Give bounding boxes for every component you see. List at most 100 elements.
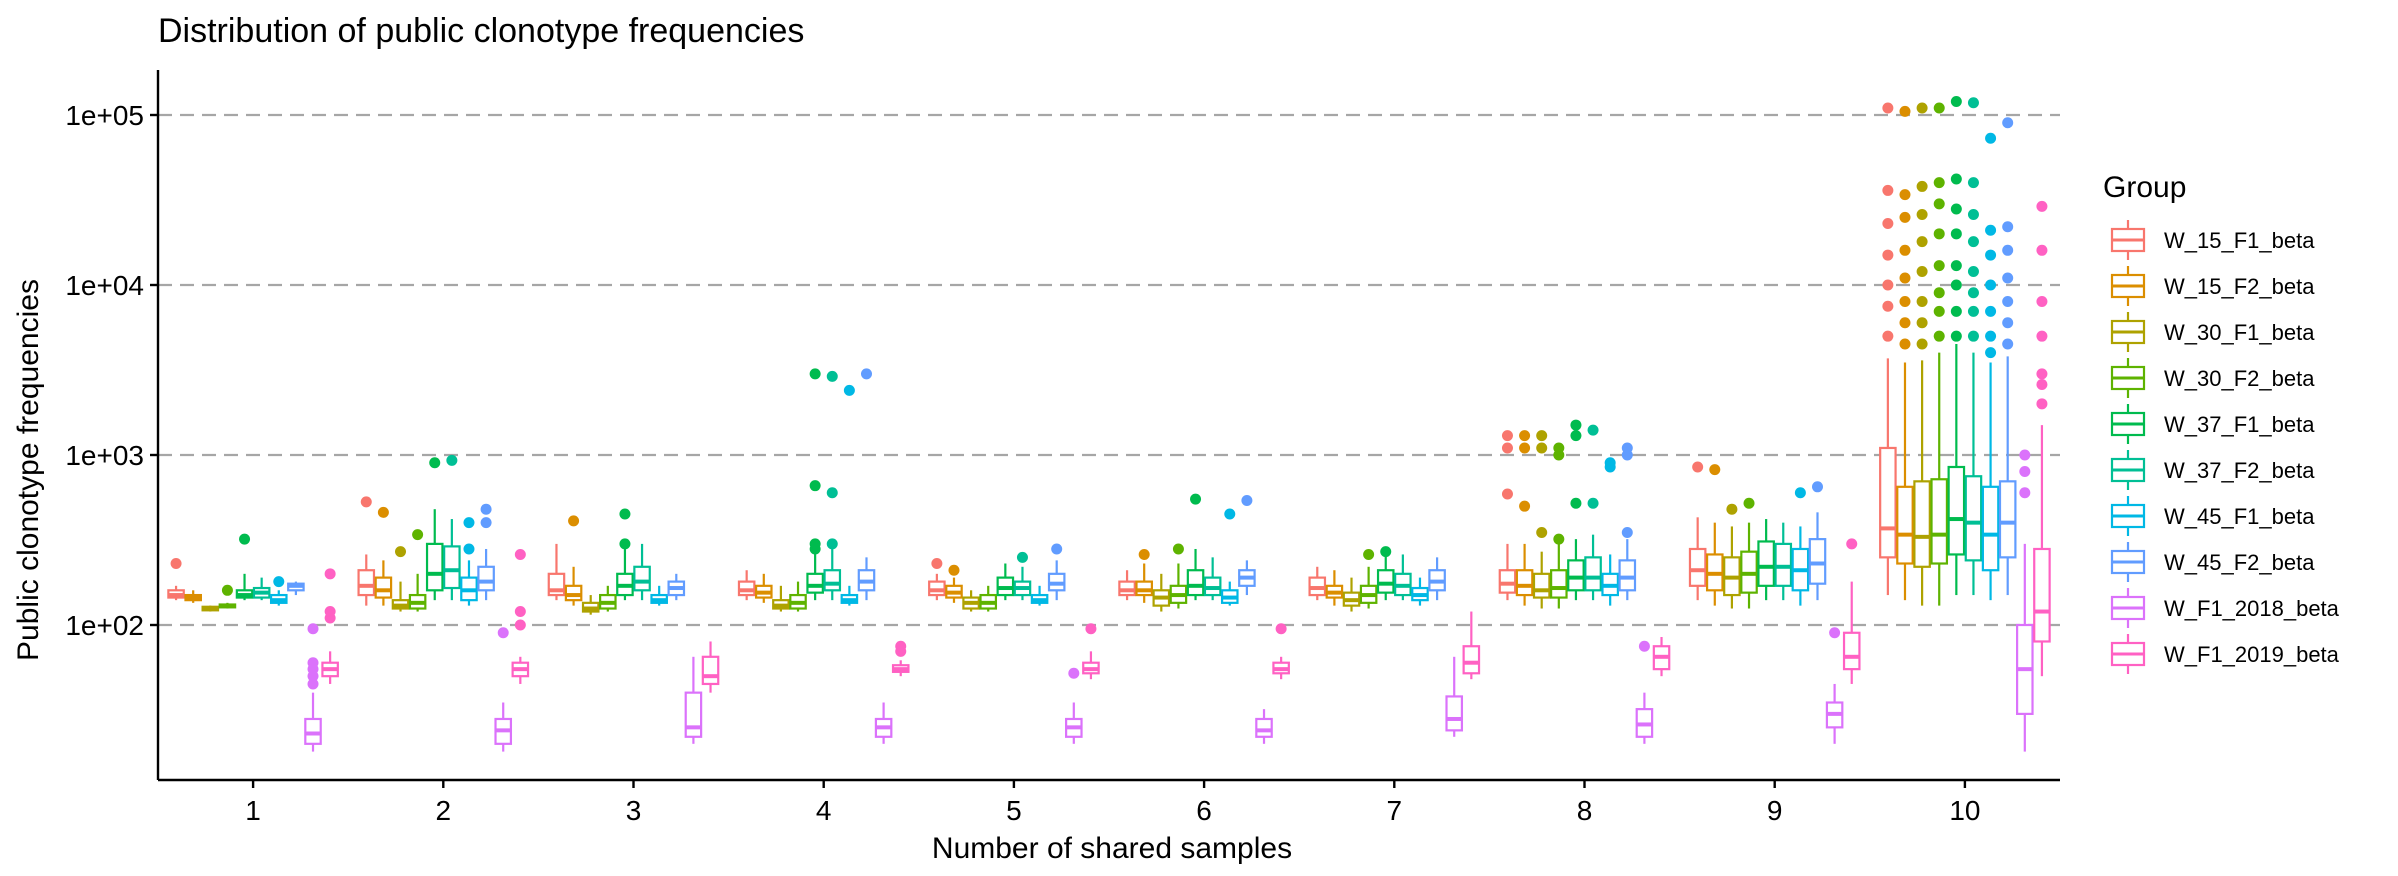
box-W_F1_2018_beta-9 <box>1825 627 1844 744</box>
outlier-point <box>1570 430 1582 442</box>
outlier-point <box>1899 317 1911 329</box>
outlier-point <box>514 619 526 631</box>
box-iqr <box>1879 446 1897 559</box>
outlier-point <box>1882 330 1894 342</box>
outlier-point <box>1794 487 1806 499</box>
box-W_F1_2019_beta-5 <box>1082 623 1100 680</box>
outlier-point <box>809 480 821 492</box>
legend-label: W_45_F1_beta <box>2164 504 2315 529</box>
legend-label: W_37_F1_beta <box>2164 412 2315 437</box>
outlier-point <box>1692 461 1704 473</box>
legend-label: W_15_F1_beta <box>2164 228 2315 253</box>
box-W_45_F1_beta-5 <box>1030 585 1049 606</box>
legend-item-W_30_F1_beta: W_30_F1_beta <box>2110 312 2315 352</box>
outlier-point <box>1016 551 1028 563</box>
box-W_30_F1_beta-5 <box>962 590 980 612</box>
outlier-point <box>446 454 458 466</box>
box-iqr <box>1808 538 1827 585</box>
outlier-point <box>1604 457 1616 469</box>
box-iqr <box>806 572 824 594</box>
outlier-point <box>1985 132 1997 144</box>
outlier-point <box>1985 330 1997 342</box>
outlier-point <box>1916 208 1928 220</box>
outlier-point <box>2036 295 2048 307</box>
outlier-point <box>1621 442 1633 454</box>
x-tick-label-5: 6 <box>1196 795 1212 826</box>
y-tick-label-2: 1e+04 <box>65 270 144 301</box>
box-iqr <box>1445 695 1464 732</box>
box-W_37_F1_beta-5 <box>996 563 1015 601</box>
outlier-point <box>514 548 526 560</box>
box-W_30_F1_beta-2 <box>391 546 410 612</box>
box-W_45_F2_beta-5 <box>1047 543 1066 601</box>
outlier-point <box>843 384 855 396</box>
chart-title: Distribution of public clonotype frequen… <box>158 12 804 50</box>
box-iqr <box>1532 572 1551 599</box>
outlier-point <box>1933 330 1945 342</box>
x-tick-label-7: 8 <box>1577 795 1593 826</box>
outlier-point <box>1950 260 1962 272</box>
outlier-point <box>1967 266 1979 278</box>
box-W_F1_2019_beta-2 <box>511 548 530 684</box>
box-iqr <box>1584 556 1602 592</box>
box-iqr <box>1618 559 1637 592</box>
box-W_15_F2_beta-8 <box>1515 430 1534 606</box>
outlier-point <box>1519 430 1531 442</box>
box-W_45_F2_beta-9 <box>1808 481 1827 601</box>
axes: 1e+02 1e+03 1e+04 1e+05 1 2 3 4 5 6 7 8 9 10 <box>65 70 2060 826</box>
outlier-point <box>497 627 509 639</box>
box-iqr <box>564 584 583 602</box>
outlier-point <box>1916 180 1928 192</box>
outlier-point <box>1933 260 1945 272</box>
outlier-point <box>1916 102 1928 114</box>
outlier-point <box>1933 198 1945 210</box>
box-iqr <box>1842 631 1861 671</box>
legend-item-W_15_F2_beta: W_15_F2_beta <box>2110 266 2315 306</box>
box-W_15_F2_beta-4 <box>754 573 773 603</box>
box-iqr <box>1930 478 1949 565</box>
legend-item-W_15_F1_beta: W_15_F1_beta <box>2110 220 2315 260</box>
box-W_45_F2_beta-3 <box>667 573 686 601</box>
box-W_45_F2_beta-10 <box>1998 117 2017 596</box>
outlier-point <box>1950 330 1962 342</box>
outlier-point <box>1985 305 1997 317</box>
box-W_F1_2019_beta-9 <box>1842 538 1861 684</box>
outlier-point <box>1882 102 1894 114</box>
box-W_15_F2_beta-2 <box>374 506 393 606</box>
outlier-point <box>1882 184 1894 196</box>
outlier-point <box>1899 244 1911 256</box>
outlier-point <box>1967 287 1979 299</box>
box-W_F1_2019_beta-8 <box>1652 636 1671 677</box>
y-axis-title: Public clonotype frequencies <box>12 279 45 661</box>
legend-label: W_30_F2_beta <box>2164 366 2315 391</box>
outlier-point <box>1933 102 1945 114</box>
box-W_30_F2_beta-10 <box>1930 102 1949 606</box>
x-tick-label-2: 3 <box>626 795 642 826</box>
box-iqr <box>2033 547 2051 643</box>
outlier-point <box>2036 368 2048 380</box>
box-iqr <box>477 565 495 592</box>
box-W_15_F2_beta-1 <box>184 590 202 603</box>
legend-label: W_30_F1_beta <box>2164 320 2315 345</box>
box-W_F1_2018_beta-4 <box>874 702 893 744</box>
outlier-point <box>1501 488 1513 500</box>
box-W_15_F1_beta-5 <box>928 558 946 601</box>
outlier-point <box>1985 279 1997 291</box>
outlier-point <box>463 543 475 555</box>
outlier-point <box>1224 508 1236 520</box>
box-W_37_F1_beta-8 <box>1567 419 1585 601</box>
outlier-point <box>2019 449 2031 461</box>
legend-item-W_37_F2_beta: W_37_F2_beta <box>2110 450 2315 490</box>
outlier-point <box>1051 543 1063 555</box>
box-W_30_F1_beta-7 <box>1342 577 1361 612</box>
outlier-point <box>221 584 233 596</box>
box-iqr <box>1964 475 1983 562</box>
outlier-point <box>1587 424 1599 436</box>
outlier-point <box>1899 189 1911 201</box>
outlier-point <box>480 517 492 529</box>
box-W_45_F2_beta-7 <box>1428 557 1446 601</box>
outlier-point <box>307 678 319 690</box>
box-W_F1_2019_beta-1 <box>321 568 339 684</box>
outlier-point <box>463 517 475 529</box>
box-iqr <box>1981 485 2000 572</box>
